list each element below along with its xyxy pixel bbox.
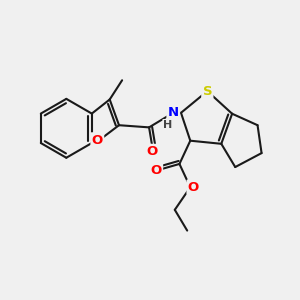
Text: S: S	[202, 85, 212, 98]
Text: H: H	[163, 120, 172, 130]
Text: O: O	[151, 164, 162, 177]
Text: N: N	[168, 106, 179, 119]
Text: O: O	[188, 181, 199, 194]
Text: O: O	[146, 145, 157, 158]
Text: O: O	[92, 134, 103, 147]
